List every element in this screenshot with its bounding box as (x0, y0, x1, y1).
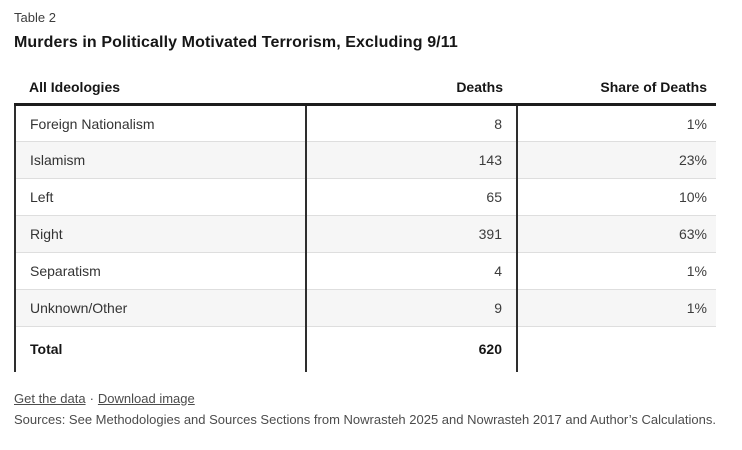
page-title: Murders in Politically Motivated Terrori… (14, 34, 458, 51)
header-row: All Ideologies Deaths Share of Deaths (15, 73, 716, 106)
share-cell: 63% (516, 215, 716, 253)
table-row: Separatism 4 1% (14, 252, 716, 290)
deaths-cell: 4 (305, 252, 517, 290)
data-table: All Ideologies Deaths Share of Deaths Fo… (14, 73, 716, 372)
table-row: Left 65 10% (14, 178, 716, 216)
deaths-cell: 143 (305, 141, 517, 179)
deaths-cell: 9 (305, 289, 517, 327)
table-row: Right 391 63% (14, 215, 716, 253)
download-image-link[interactable]: Download image (97, 390, 195, 406)
ideology-cell: Foreign Nationalism (14, 104, 306, 142)
table-header: All Ideologies Deaths Share of Deaths (15, 73, 716, 106)
share-cell: 1% (516, 104, 716, 142)
table-number-label: Table 2 (14, 10, 56, 25)
total-deaths-cell: 620 (305, 326, 517, 372)
share-cell: 23% (516, 141, 716, 179)
total-label-cell: Total (14, 326, 306, 372)
ideology-cell: Right (14, 215, 306, 253)
ideology-cell: Islamism (14, 141, 306, 179)
deaths-cell: 65 (305, 178, 517, 216)
table-row-total: Total 620 (14, 326, 716, 372)
get-the-data-link[interactable]: Get the data (14, 390, 86, 406)
deaths-cell: 8 (305, 104, 517, 142)
table-body: Foreign Nationalism 8 1% Islamism 143 23… (14, 104, 716, 372)
column-header-deaths: Deaths (306, 73, 517, 106)
table-row: Foreign Nationalism 8 1% (14, 104, 716, 142)
ideology-cell: Left (14, 178, 306, 216)
sources-note: Sources: See Methodologies and Sources S… (14, 411, 716, 427)
share-cell: 1% (516, 289, 716, 327)
deaths-cell: 391 (305, 215, 517, 253)
table-row: Islamism 143 23% (14, 141, 716, 179)
ideology-cell: Separatism (14, 252, 306, 290)
footer-links: Get the data · Download image (14, 391, 728, 406)
total-share-cell (516, 326, 716, 372)
table-row: Unknown/Other 9 1% (14, 289, 716, 327)
share-cell: 1% (516, 252, 716, 290)
ideology-cell: Unknown/Other (14, 289, 306, 327)
link-separator: · (89, 390, 94, 406)
column-header-share-of-deaths: Share of Deaths (517, 73, 716, 106)
column-header-all-ideologies: All Ideologies (15, 73, 306, 106)
share-cell: 10% (516, 178, 716, 216)
